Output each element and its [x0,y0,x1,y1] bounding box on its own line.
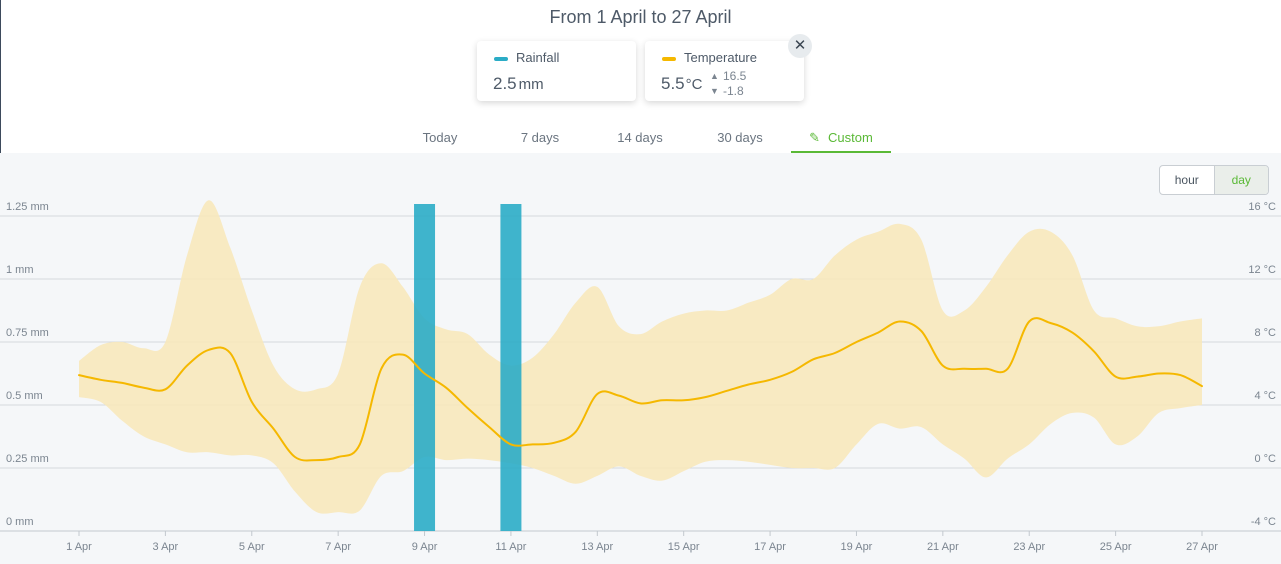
tab-custom[interactable]: ✎ Custom [791,127,891,154]
x-tick-label: 13 Apr [581,541,613,553]
x-tick-label: 25 Apr [1100,541,1132,553]
rainfall-label: Rainfall [516,50,560,65]
x-tick-label: 3 Apr [153,541,179,553]
page-title: From 1 April to 27 April [549,7,732,27]
temperature-range-band [79,200,1202,514]
tab-30-days[interactable]: 30 days [717,130,763,145]
x-tick-label: 19 Apr [841,541,873,553]
day-button[interactable]: day [1214,166,1268,194]
x-tick-label: 9 Apr [412,541,438,553]
x-tick-label: 11 Apr [495,541,526,553]
min-temperature-icon: ▼ [710,86,719,96]
tab-today[interactable]: Today [422,130,458,145]
y-left-tick-label: 1 mm [6,264,34,276]
temperature-min-max: ▲ 16.5 ▼ -1.8 [710,69,746,99]
x-tick-label: 17 Apr [754,541,786,553]
y-right-tick-label: 0 °C [1254,453,1276,465]
max-temperature-icon: ▲ [710,71,719,81]
rainfall-legend-card[interactable]: Rainfall 2.5 mm [477,41,636,101]
y-left-tick-label: 0.5 mm [6,390,43,402]
y-right-tick-label: 16 °C [1248,201,1276,213]
temperature-swatch [662,57,676,61]
rainfall-swatch [494,57,508,61]
pencil-icon: ✎ [809,130,821,145]
temperature-label: Temperature [684,50,757,65]
x-tick-label: 15 Apr [668,541,700,553]
granularity-toggle: hour day [1159,165,1269,195]
y-right-tick-label: -4 °C [1251,516,1276,528]
temperature-max-value: 16.5 [723,69,747,83]
y-right-tick-label: 8 °C [1254,327,1276,339]
tab-custom-label: Custom [828,130,873,145]
close-icon[interactable]: ✕ [788,34,812,58]
rainfall-bar [500,204,522,531]
x-tick-label: 5 Apr [239,541,265,553]
rainfall-bar [414,204,436,531]
x-tick-label: 21 Apr [927,541,959,553]
temperature-average: 5.5°C [661,74,703,93]
x-tick-label: 27 Apr [1186,541,1218,553]
x-tick-label: 7 Apr [325,541,351,553]
tab-14-days[interactable]: 14 days [617,130,663,145]
tab-7-days[interactable]: 7 days [520,130,560,145]
temperature-line [78,317,1203,462]
x-tick-label: 23 Apr [1013,541,1045,553]
y-left-tick-label: 0.25 mm [6,453,49,465]
temperature-legend-card[interactable]: Temperature 5.5°C ▲ 16.5 ▼ -1.8 [645,41,804,101]
y-left-tick-label: 1.25 mm [6,201,49,213]
y-right-tick-label: 12 °C [1248,264,1276,276]
y-left-tick-label: 0.75 mm [6,327,49,339]
rainfall-total: 2.5 mm [493,74,544,93]
temperature-min-value: -1.8 [723,84,744,98]
y-right-tick-label: 4 °C [1254,390,1276,402]
y-left-tick-label: 0 mm [6,516,34,528]
x-tick-label: 1 Apr [66,541,92,553]
hour-button[interactable]: hour [1160,166,1215,194]
range-tabs: Today 7 days 14 days 30 days ✎ Custom [0,127,1281,154]
